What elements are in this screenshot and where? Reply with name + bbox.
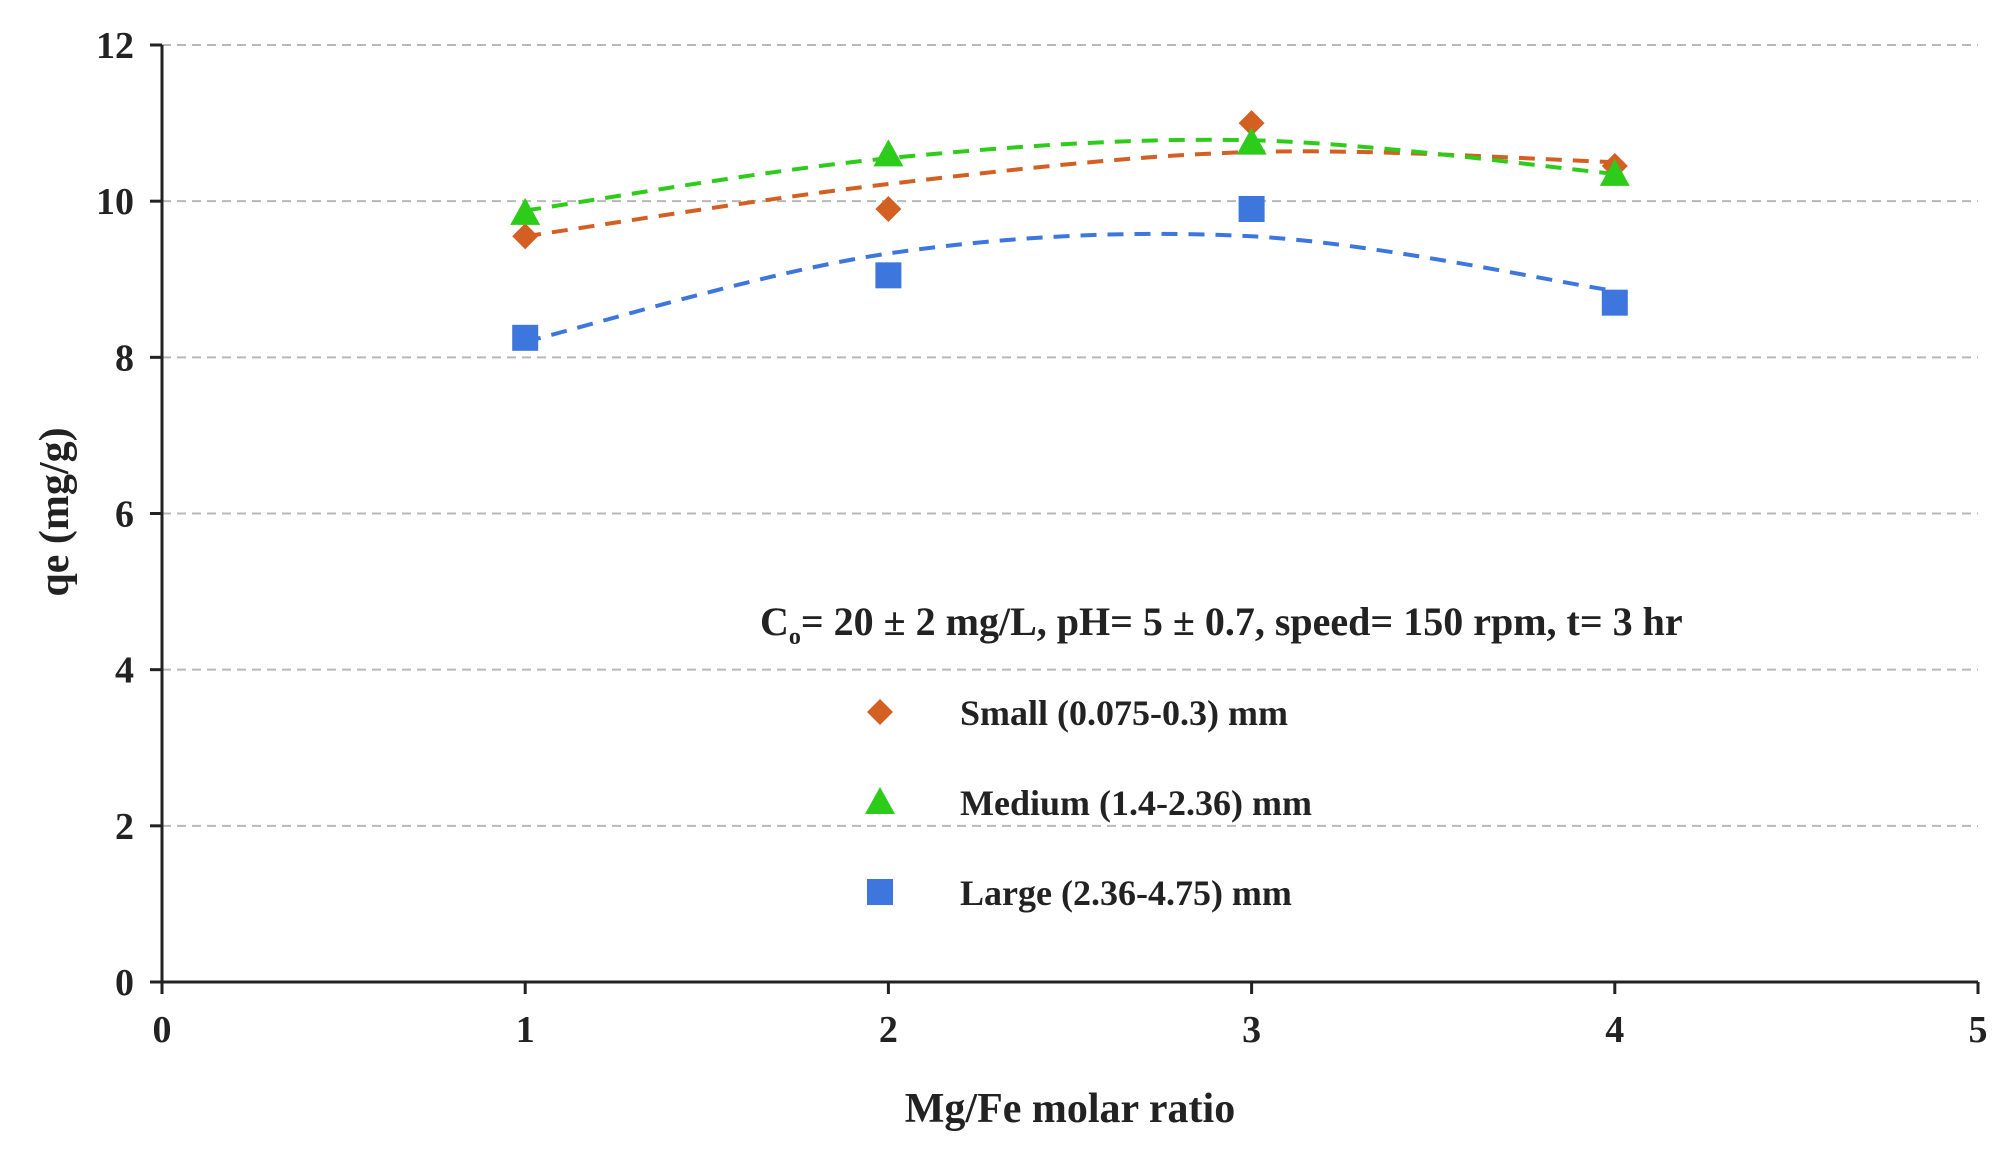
condition-rest: = 20 ± 2 mg/L, pH= 5 ± 0.7, speed= 150 r… <box>801 599 1683 644</box>
x-tick-label-3: 3 <box>1242 1009 1261 1051</box>
condition-prefix: C <box>760 599 789 644</box>
legend: Small (0.075-0.3) mm Medium (1.4-2.36) m… <box>865 693 1312 913</box>
y-tick-label-10: 10 <box>96 181 134 223</box>
point-small-3 <box>1238 110 1265 137</box>
x-tick-label-0: 0 <box>153 1009 172 1051</box>
point-small-2 <box>875 195 902 222</box>
point-large-3 <box>1238 195 1265 222</box>
legend-marker-small <box>867 699 893 725</box>
condition-annotation: Co= 20 ± 2 mg/L, pH= 5 ± 0.7, speed= 150… <box>760 599 1683 650</box>
legend-marker-medium <box>865 787 895 814</box>
point-medium-1 <box>510 197 541 225</box>
legend-marker-large <box>867 879 893 905</box>
legend-label-small: Small (0.075-0.3) mm <box>960 693 1288 733</box>
trendline-large <box>524 231 1616 344</box>
point-medium-4 <box>1599 158 1630 186</box>
x-tick-label-2: 2 <box>879 1009 898 1051</box>
y-tick-label-2: 2 <box>115 806 134 848</box>
y-axis-title: qe (mg/g) <box>32 427 78 596</box>
point-small-1 <box>512 223 539 250</box>
x-tick-label-4: 4 <box>1605 1009 1624 1051</box>
x-tick-label-1: 1 <box>516 1009 535 1051</box>
point-large-2 <box>875 262 902 289</box>
y-tick-label-6: 6 <box>115 494 134 536</box>
legend-symbol-medium <box>865 787 895 814</box>
y-tick-label-0: 0 <box>115 962 134 1004</box>
legend-label-large: Large (2.36-4.75) mm <box>960 873 1292 913</box>
condition-subscript: o <box>789 624 801 650</box>
y-tick-label-12: 12 <box>96 25 134 67</box>
trendlines <box>524 137 1616 344</box>
gridlines <box>162 44 1978 827</box>
legend-label-medium: Medium (1.4-2.36) mm <box>960 783 1312 823</box>
y-tick-label-4: 4 <box>115 650 134 692</box>
point-medium-3 <box>1236 127 1267 155</box>
trendline-small <box>524 149 1615 239</box>
x-tick-label-5: 5 <box>1969 1009 1988 1051</box>
x-axis-title: Mg/Fe molar ratio <box>905 1086 1235 1132</box>
data-points <box>510 110 1630 351</box>
legend-symbol-large <box>867 879 893 905</box>
trendline-medium <box>524 137 1615 213</box>
y-tick-label-8: 8 <box>115 337 134 379</box>
point-medium-2 <box>873 139 904 167</box>
point-large-1 <box>512 324 539 351</box>
legend-symbol-small <box>867 699 893 725</box>
point-large-4 <box>1601 289 1628 316</box>
